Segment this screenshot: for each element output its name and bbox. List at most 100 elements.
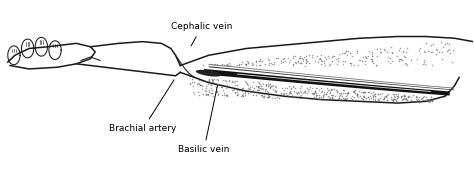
Point <box>415 95 422 98</box>
Point <box>446 42 453 45</box>
Point <box>381 49 389 52</box>
Point <box>222 64 229 67</box>
Point <box>419 98 427 101</box>
Point <box>394 94 401 97</box>
Point <box>215 82 222 85</box>
Point <box>333 90 341 93</box>
Point <box>422 95 429 98</box>
Point <box>255 89 263 92</box>
Point <box>230 80 238 83</box>
Point <box>347 96 355 99</box>
Point <box>312 97 320 99</box>
Point <box>213 89 220 92</box>
Point <box>255 64 263 66</box>
Point <box>328 88 336 90</box>
Point <box>357 90 365 93</box>
Point <box>289 62 297 65</box>
Point <box>325 98 333 100</box>
Point <box>223 63 230 65</box>
Point <box>262 87 270 90</box>
Point <box>297 62 305 65</box>
Point <box>290 89 297 92</box>
Point <box>248 62 255 64</box>
Point <box>302 96 310 99</box>
Point <box>381 94 389 97</box>
Point <box>328 56 336 58</box>
Point <box>225 63 232 66</box>
Point <box>300 60 307 63</box>
Point <box>218 94 226 96</box>
Point <box>292 90 300 93</box>
Text: Basilic vein: Basilic vein <box>178 85 229 154</box>
Point <box>418 97 426 100</box>
Point <box>259 87 267 90</box>
Point <box>194 90 202 93</box>
Point <box>399 98 407 100</box>
Point <box>350 89 357 92</box>
Point <box>256 87 264 90</box>
Point <box>382 95 390 98</box>
Point <box>188 80 196 83</box>
Polygon shape <box>209 66 455 90</box>
Point <box>380 95 387 98</box>
Point <box>210 77 218 80</box>
Point <box>205 79 212 82</box>
Point <box>228 85 236 88</box>
Point <box>424 50 432 52</box>
Point <box>374 93 382 95</box>
Point <box>314 61 321 64</box>
Point <box>197 84 204 87</box>
Point <box>413 98 421 101</box>
Point <box>254 85 262 88</box>
Point <box>315 94 322 97</box>
Point <box>371 98 379 100</box>
Point <box>219 86 226 89</box>
Point <box>403 97 410 100</box>
Point <box>358 60 366 62</box>
Point <box>279 86 286 89</box>
Point <box>360 90 367 93</box>
Point <box>383 94 391 97</box>
Point <box>306 88 313 90</box>
Point <box>281 56 288 59</box>
Point <box>249 94 257 96</box>
Point <box>284 57 292 59</box>
Point <box>346 98 354 101</box>
Point <box>392 98 399 100</box>
Point <box>198 84 206 87</box>
Point <box>262 84 270 87</box>
Point <box>306 62 313 64</box>
Point <box>209 79 217 82</box>
Point <box>203 86 210 89</box>
Point <box>301 64 309 67</box>
Point <box>219 78 227 81</box>
Point <box>337 97 345 100</box>
Point <box>317 91 324 94</box>
Point <box>428 100 436 103</box>
Point <box>312 87 320 90</box>
Point <box>374 97 382 100</box>
Point <box>304 89 312 92</box>
Point <box>346 61 354 64</box>
Point <box>266 86 273 88</box>
Point <box>311 89 319 92</box>
Polygon shape <box>209 64 455 89</box>
Point <box>320 61 328 64</box>
Point <box>239 87 246 89</box>
Point <box>376 48 384 51</box>
Point <box>325 64 332 67</box>
Point <box>428 98 436 101</box>
Point <box>364 55 372 57</box>
Point <box>322 58 330 61</box>
Point <box>412 94 419 97</box>
Point <box>387 95 395 98</box>
Point <box>364 95 372 98</box>
Point <box>414 98 421 101</box>
Point <box>200 93 207 95</box>
Point <box>432 53 440 56</box>
Point <box>372 95 379 98</box>
Text: Brachial artery: Brachial artery <box>109 80 177 133</box>
Point <box>286 89 294 92</box>
Point <box>222 94 230 97</box>
Point <box>303 92 311 94</box>
